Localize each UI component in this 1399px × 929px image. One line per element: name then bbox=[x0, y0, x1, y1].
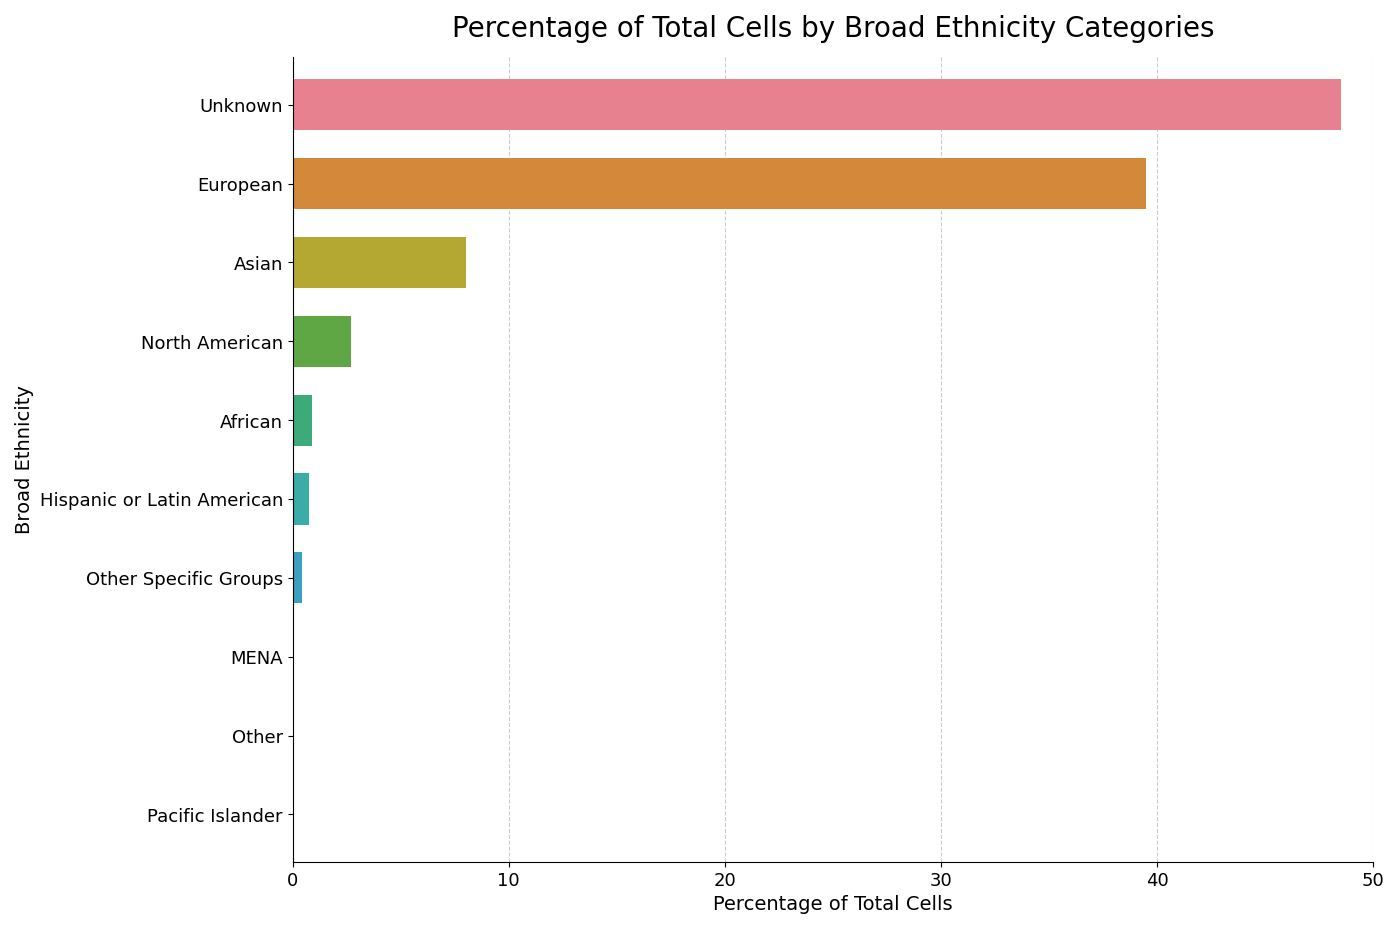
Bar bbox=[292, 395, 312, 446]
Bar bbox=[292, 80, 1340, 131]
Bar bbox=[292, 553, 302, 604]
Bar bbox=[292, 158, 1146, 210]
Bar bbox=[292, 316, 351, 367]
Y-axis label: Broad Ethnicity: Broad Ethnicity bbox=[15, 386, 34, 534]
Title: Percentage of Total Cells by Broad Ethnicity Categories: Percentage of Total Cells by Broad Ethni… bbox=[452, 15, 1214, 43]
Bar bbox=[292, 474, 309, 525]
X-axis label: Percentage of Total Cells: Percentage of Total Cells bbox=[713, 895, 953, 914]
Bar bbox=[292, 237, 466, 288]
